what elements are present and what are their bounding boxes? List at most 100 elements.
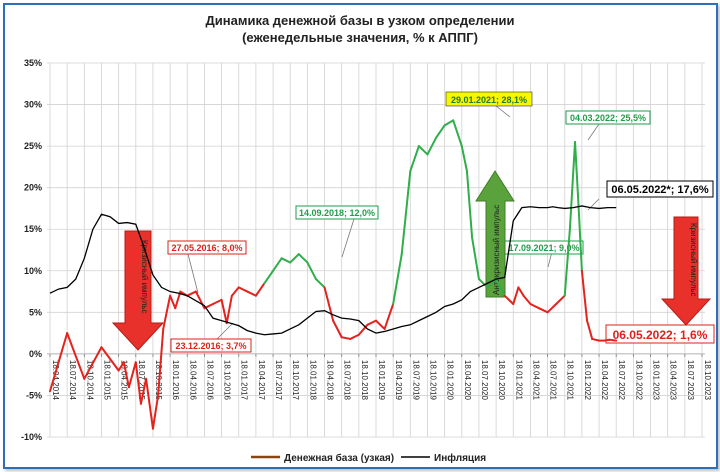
callout-27-05-2016: 27.05.2016; 8,0% (167, 240, 247, 294)
y-tick-label: 25% (24, 141, 42, 151)
callout-29-01-2021: 29.01.2021; 28,1% (445, 91, 533, 118)
money-base-segment (332, 319, 343, 339)
x-tick-label: 18.04.2023 (669, 360, 678, 401)
money-base-segment (471, 236, 480, 281)
x-tick-label: 18.01.2021 (514, 360, 523, 401)
series-layer (49, 119, 618, 430)
x-tick-label: 18.10.2023 (703, 360, 712, 401)
callout-06-05-2022-base: 06.05.2022; 1,6% (605, 324, 715, 344)
money-base-segment (538, 307, 549, 314)
x-tick-label: 18.10.2016 (223, 360, 232, 401)
money-base-segment (220, 298, 228, 325)
money-base-segment (512, 286, 520, 306)
money-base-segment (230, 286, 240, 297)
money-base-segment (460, 145, 468, 173)
money-base-segment (340, 336, 352, 340)
x-tick-label: 18.07.2018 (343, 360, 352, 401)
x-tick-label: 18.10.2014 (85, 360, 94, 401)
callout-label: 06.05.2022*; 17,6% (611, 184, 708, 196)
money-base-segment (375, 319, 386, 330)
money-base-segment (574, 140, 580, 206)
x-tick-label: 18.01.2017 (240, 360, 249, 401)
money-base-segment (157, 327, 165, 397)
callout-23-12-2016: 23.12.2016; 3,7% (170, 322, 252, 353)
money-base-segment (134, 361, 142, 405)
money-base-segment (580, 269, 589, 322)
money-base-segment (568, 140, 577, 231)
chart-title: Динамика денежной базы в узком определен… (206, 13, 515, 28)
money-base-segment (49, 332, 69, 393)
x-tick-label: 18.04.2021 (531, 360, 540, 401)
callout-label: 23.12.2016; 3,7% (175, 341, 246, 351)
x-tick-label: 18.04.2019 (394, 360, 403, 401)
money-base-segment (306, 261, 317, 281)
money-base-segment (608, 338, 618, 342)
x-tick-label: 18.04.2017 (257, 360, 266, 401)
money-base-segment (400, 170, 412, 256)
money-base-segment (477, 278, 489, 289)
x-tick-label: 18.01.2022 (583, 360, 592, 401)
x-tick-label: 18.07.2016 (205, 360, 214, 401)
money-base-segment (127, 361, 137, 389)
money-base-segment (357, 323, 369, 336)
y-tick-label: 35% (24, 58, 42, 68)
callout-04-03-2022: 04.03.2022; 25,5% (565, 110, 651, 141)
x-tick-label: 18.07.2020 (480, 360, 489, 401)
money-base-segment (465, 170, 474, 239)
x-tick-label: 18.01.2016 (171, 360, 180, 401)
x-tick-label: 18.04.2022 (600, 360, 609, 401)
money-base-segment (555, 294, 566, 306)
callout-17-09-2021: 17.09.2021; 9,0% (504, 240, 584, 268)
money-base-segment (122, 361, 130, 389)
money-base-segment (162, 294, 172, 330)
money-base-segment (577, 203, 583, 272)
arrow-label: Кризисный импульс (140, 240, 149, 314)
money-base-segment (280, 257, 292, 264)
callout-label: 17.09.2021; 9,0% (508, 243, 579, 253)
callout-label: 27.05.2016; 8,0% (171, 243, 242, 253)
y-tick-label: 5% (29, 307, 42, 317)
money-base-segment (151, 394, 160, 430)
money-base-segment (443, 119, 455, 127)
money-base-segment (323, 286, 335, 322)
money-base-segment (169, 294, 177, 310)
callout-label: 14.09.2018; 12,0% (299, 208, 375, 218)
money-base-segment (503, 294, 515, 306)
money-base-segment (435, 124, 446, 139)
x-tick-label: 18.04.2014 (51, 360, 60, 401)
y-tick-label: 20% (24, 183, 42, 193)
x-tick-label: 18.07.2017 (274, 360, 283, 401)
x-tick-label: 18.04.2016 (188, 360, 197, 401)
x-tick-label: 18.07.2015 (137, 360, 146, 401)
money-base-segment (314, 278, 326, 289)
callout-06-05-2022-inflation: 06.05.2022*; 17,6% (587, 180, 714, 211)
money-base-segment (83, 346, 103, 380)
money-base-segment (289, 253, 300, 264)
x-tick-label: 18.10.2020 (497, 360, 506, 401)
y-tick-label: 10% (24, 266, 42, 276)
money-base-segment (409, 145, 420, 173)
money-base-segment (417, 145, 429, 156)
legend-label-money-base: Денежная база (узкая) (284, 452, 394, 464)
y-axis-labels: -10% -5% 0% 5% 10% 15% 20% 25% 30% 35% (21, 58, 42, 442)
y-tick-label: 0% (29, 349, 42, 359)
money-base-segment (297, 253, 309, 264)
money-base-segment (139, 377, 148, 405)
arrow-label: Антикризисный импульс (492, 205, 501, 295)
money-base-segment (517, 286, 525, 297)
x-tick-label: 18.10.2021 (566, 360, 575, 401)
x-tick-label: 18.01.2018 (308, 360, 317, 401)
x-tick-label: 18.04.2018 (326, 360, 335, 401)
y-tick-label: -10% (21, 432, 42, 442)
arrow-crisis-impulse-2: Кризисный импульс (660, 216, 712, 326)
money-base-segment (225, 294, 233, 325)
x-tick-label: 18.07.2014 (68, 360, 77, 401)
x-tick-label: 18.04.2015 (120, 360, 129, 401)
x-axis-labels: 18.04.2014 18.07.2014 18.10.2014 18.01.2015… (51, 360, 712, 401)
x-tick-label: 18.07.2021 (549, 360, 558, 401)
money-base-segment (254, 282, 266, 297)
x-tick-label: 18.10.2022 (634, 360, 643, 401)
money-base-segment (426, 136, 438, 156)
x-tick-label: 18.07.2022 (617, 360, 626, 401)
chart-svg: Динамика денежной базы в узком определен… (21, 13, 715, 464)
